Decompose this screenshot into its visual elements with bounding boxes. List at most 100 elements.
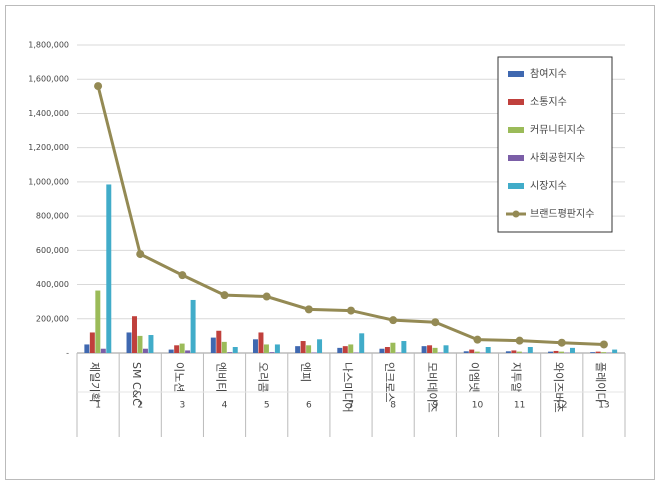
- bar: [312, 352, 317, 353]
- y-tick-label: 800,000: [36, 212, 69, 221]
- bar: [127, 332, 132, 353]
- bar: [227, 352, 232, 353]
- y-tick-label: 1,200,000: [28, 143, 69, 152]
- legend-label: 커뮤니티지수: [530, 124, 585, 136]
- bar: [359, 333, 364, 353]
- bar: [275, 344, 280, 353]
- legend-marker: [513, 211, 520, 218]
- x-tick-label: 이엠넷: [467, 362, 480, 392]
- legend-label: 참여지수: [530, 68, 567, 80]
- bar: [84, 344, 89, 353]
- bar: [385, 347, 390, 353]
- bar: [264, 344, 269, 353]
- bar: [301, 341, 306, 353]
- bar: [258, 332, 263, 353]
- y-tick-label: 1,800,000: [28, 41, 69, 50]
- bar: [548, 352, 553, 353]
- x-rank-label: 1: [95, 401, 101, 411]
- x-rank-label: 5: [264, 401, 270, 411]
- line-marker: [473, 336, 481, 344]
- bar: [554, 351, 559, 353]
- legend-label: 브랜드평판지수: [530, 208, 594, 220]
- x-tick-label: 제일기획: [88, 362, 102, 402]
- bar: [612, 350, 617, 353]
- bar: [570, 348, 575, 353]
- legend-box: [498, 57, 612, 232]
- bar: [590, 352, 595, 353]
- x-rank-label: 8: [390, 401, 396, 411]
- bar: [211, 338, 216, 353]
- bar: [596, 352, 601, 353]
- x-rank-label: 13: [598, 401, 609, 411]
- bar: [317, 339, 322, 353]
- legend-swatch: [508, 183, 524, 189]
- bar: [269, 352, 274, 353]
- bar: [506, 351, 511, 353]
- x-rank-label: 10: [472, 401, 484, 411]
- bar: [511, 350, 516, 353]
- bar: [486, 347, 491, 353]
- x-tick-label: 지투알: [510, 362, 524, 392]
- line-marker: [431, 318, 439, 326]
- x-tick-label: 엔피: [299, 362, 312, 382]
- bar: [137, 336, 142, 353]
- x-tick-label: 플레이디: [594, 362, 607, 402]
- x-tick-label: 엔비티: [215, 362, 228, 392]
- bar: [101, 349, 106, 353]
- y-tick-label: 200,000: [36, 314, 69, 323]
- y-tick-label: 1,000,000: [28, 177, 69, 186]
- x-rank-label: 6: [306, 401, 312, 411]
- legend-swatch: [508, 99, 524, 105]
- bar: [343, 346, 348, 353]
- legend-swatch: [508, 155, 524, 161]
- bar: [106, 184, 111, 353]
- legend-label: 시장지수: [530, 180, 567, 192]
- x-rank-label: 9: [432, 401, 438, 411]
- bar: [295, 346, 300, 353]
- bar: [169, 350, 174, 353]
- bar: [528, 347, 533, 353]
- line-marker: [136, 250, 144, 258]
- line-marker: [221, 291, 229, 299]
- bar: [180, 344, 185, 353]
- x-rank-label: 3: [180, 401, 186, 411]
- bar: [233, 347, 238, 353]
- line-marker: [263, 293, 271, 301]
- x-tick-label: 이노션: [172, 362, 185, 392]
- bar: [174, 345, 179, 353]
- bar: [306, 345, 311, 353]
- bar: [475, 352, 480, 353]
- bar: [601, 352, 606, 353]
- bar: [390, 343, 395, 353]
- bar: [337, 348, 342, 353]
- bar: [132, 316, 137, 353]
- line-marker: [600, 340, 608, 348]
- x-rank-label: 7: [348, 401, 354, 411]
- bar: [90, 332, 95, 353]
- bar: [143, 349, 148, 353]
- legend-swatch: [508, 127, 524, 133]
- bar: [253, 339, 258, 353]
- bar: [379, 349, 384, 353]
- line-marker: [178, 271, 186, 279]
- line-marker: [94, 82, 102, 90]
- bar: [191, 300, 196, 353]
- y-tick-label: 1,600,000: [28, 75, 69, 84]
- bar: [433, 348, 438, 353]
- bar: [464, 351, 469, 353]
- y-tick-label: 1,400,000: [28, 109, 69, 118]
- y-tick-label: 600,000: [36, 246, 69, 255]
- bar: [354, 352, 359, 353]
- legend-swatch: [508, 71, 524, 77]
- line-marker: [305, 305, 313, 313]
- y-tick-label: -: [66, 349, 69, 358]
- x-rank-label: 2: [137, 401, 143, 411]
- bar: [222, 342, 227, 353]
- y-tick-label: 400,000: [36, 280, 69, 289]
- line-marker: [347, 307, 355, 315]
- bar: [401, 341, 406, 353]
- x-tick-label: 인크로스: [383, 362, 396, 402]
- bar: [438, 352, 443, 353]
- line-marker: [516, 337, 524, 345]
- bar: [559, 352, 564, 353]
